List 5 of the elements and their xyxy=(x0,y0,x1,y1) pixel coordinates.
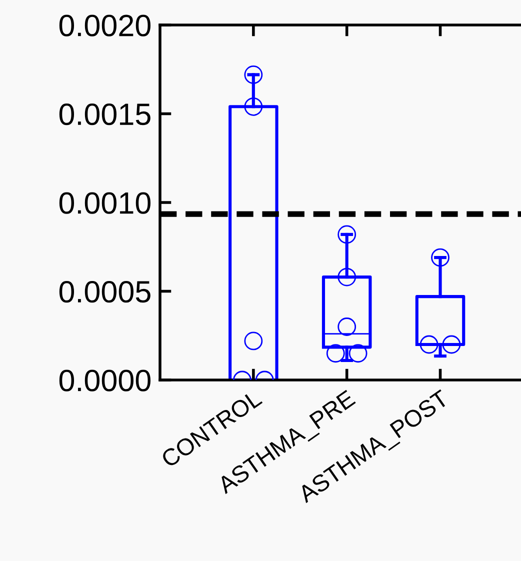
y-tick-label: 0.0015 xyxy=(59,103,150,126)
y-tick-label: 0.0000 xyxy=(59,370,150,392)
y-tick-label: 0.0010 xyxy=(59,192,150,214)
y-tick-label: 0.0020 xyxy=(59,14,150,36)
y-tick-label: 0.0005 xyxy=(59,280,150,303)
